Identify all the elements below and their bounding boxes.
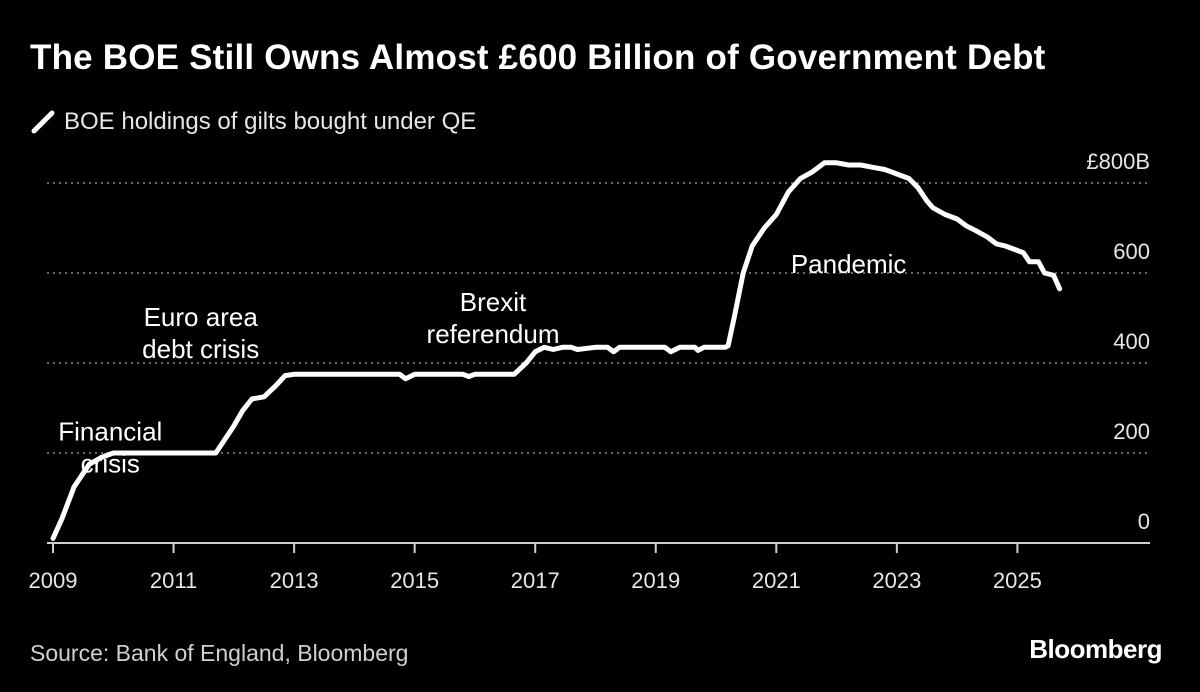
y-tick-label: 600 bbox=[1113, 239, 1150, 264]
x-tick-label: 2021 bbox=[752, 568, 801, 593]
x-tick-label: 2013 bbox=[270, 568, 319, 593]
annotation-line: Financial bbox=[58, 416, 162, 446]
series-line-boe-holdings bbox=[50, 160, 1063, 541]
annotation-line: Euro area bbox=[144, 302, 259, 332]
y-tick-labels: 0 200 400 600 £800B bbox=[1086, 149, 1150, 534]
x-tick-label: 2019 bbox=[631, 568, 680, 593]
chart-annotation: Pandemic bbox=[791, 249, 907, 279]
annotation-line: Brexit bbox=[460, 287, 527, 317]
y-tick-label: 200 bbox=[1113, 419, 1150, 444]
x-tick-labels: 2009 2011 2013 2015 2017 2019 2021 2023 2025 bbox=[29, 568, 1042, 593]
y-tick-label: 0 bbox=[1138, 509, 1150, 534]
chart-title: The BOE Still Owns Almost £600 Billion o… bbox=[30, 38, 1046, 77]
series-layer bbox=[50, 160, 1063, 541]
axis-layer bbox=[47, 542, 1150, 553]
x-tick-label: 2011 bbox=[150, 568, 197, 593]
legend-line-icon bbox=[31, 110, 55, 134]
legend-label: BOE holdings of gilts bought under QE bbox=[64, 108, 477, 135]
x-tick-label: 2023 bbox=[872, 568, 921, 593]
x-tick-label: 2009 bbox=[29, 568, 78, 593]
chart-legend: BOE holdings of gilts bought under QE bbox=[30, 107, 476, 137]
x-tick-label: 2025 bbox=[993, 568, 1042, 593]
x-tick-label: 2015 bbox=[390, 568, 439, 593]
annotation-line: Pandemic bbox=[791, 249, 907, 279]
chart-annotation: Brexit referendum bbox=[427, 287, 560, 349]
chart-annotation: Euro area debt crisis bbox=[142, 302, 259, 364]
x-tick-label: 2017 bbox=[511, 568, 560, 593]
grid-layer bbox=[47, 182, 1150, 454]
annotation-line: referendum bbox=[427, 319, 560, 349]
chart-annotation: Financial crisis bbox=[58, 416, 162, 478]
annotation-line: debt crisis bbox=[142, 334, 259, 364]
bloomberg-logo: Bloomberg bbox=[1029, 634, 1162, 664]
y-tick-label: 400 bbox=[1113, 329, 1150, 354]
y-tick-label: £800B bbox=[1086, 149, 1150, 174]
source-note: Source: Bank of England, Bloomberg bbox=[30, 640, 409, 666]
